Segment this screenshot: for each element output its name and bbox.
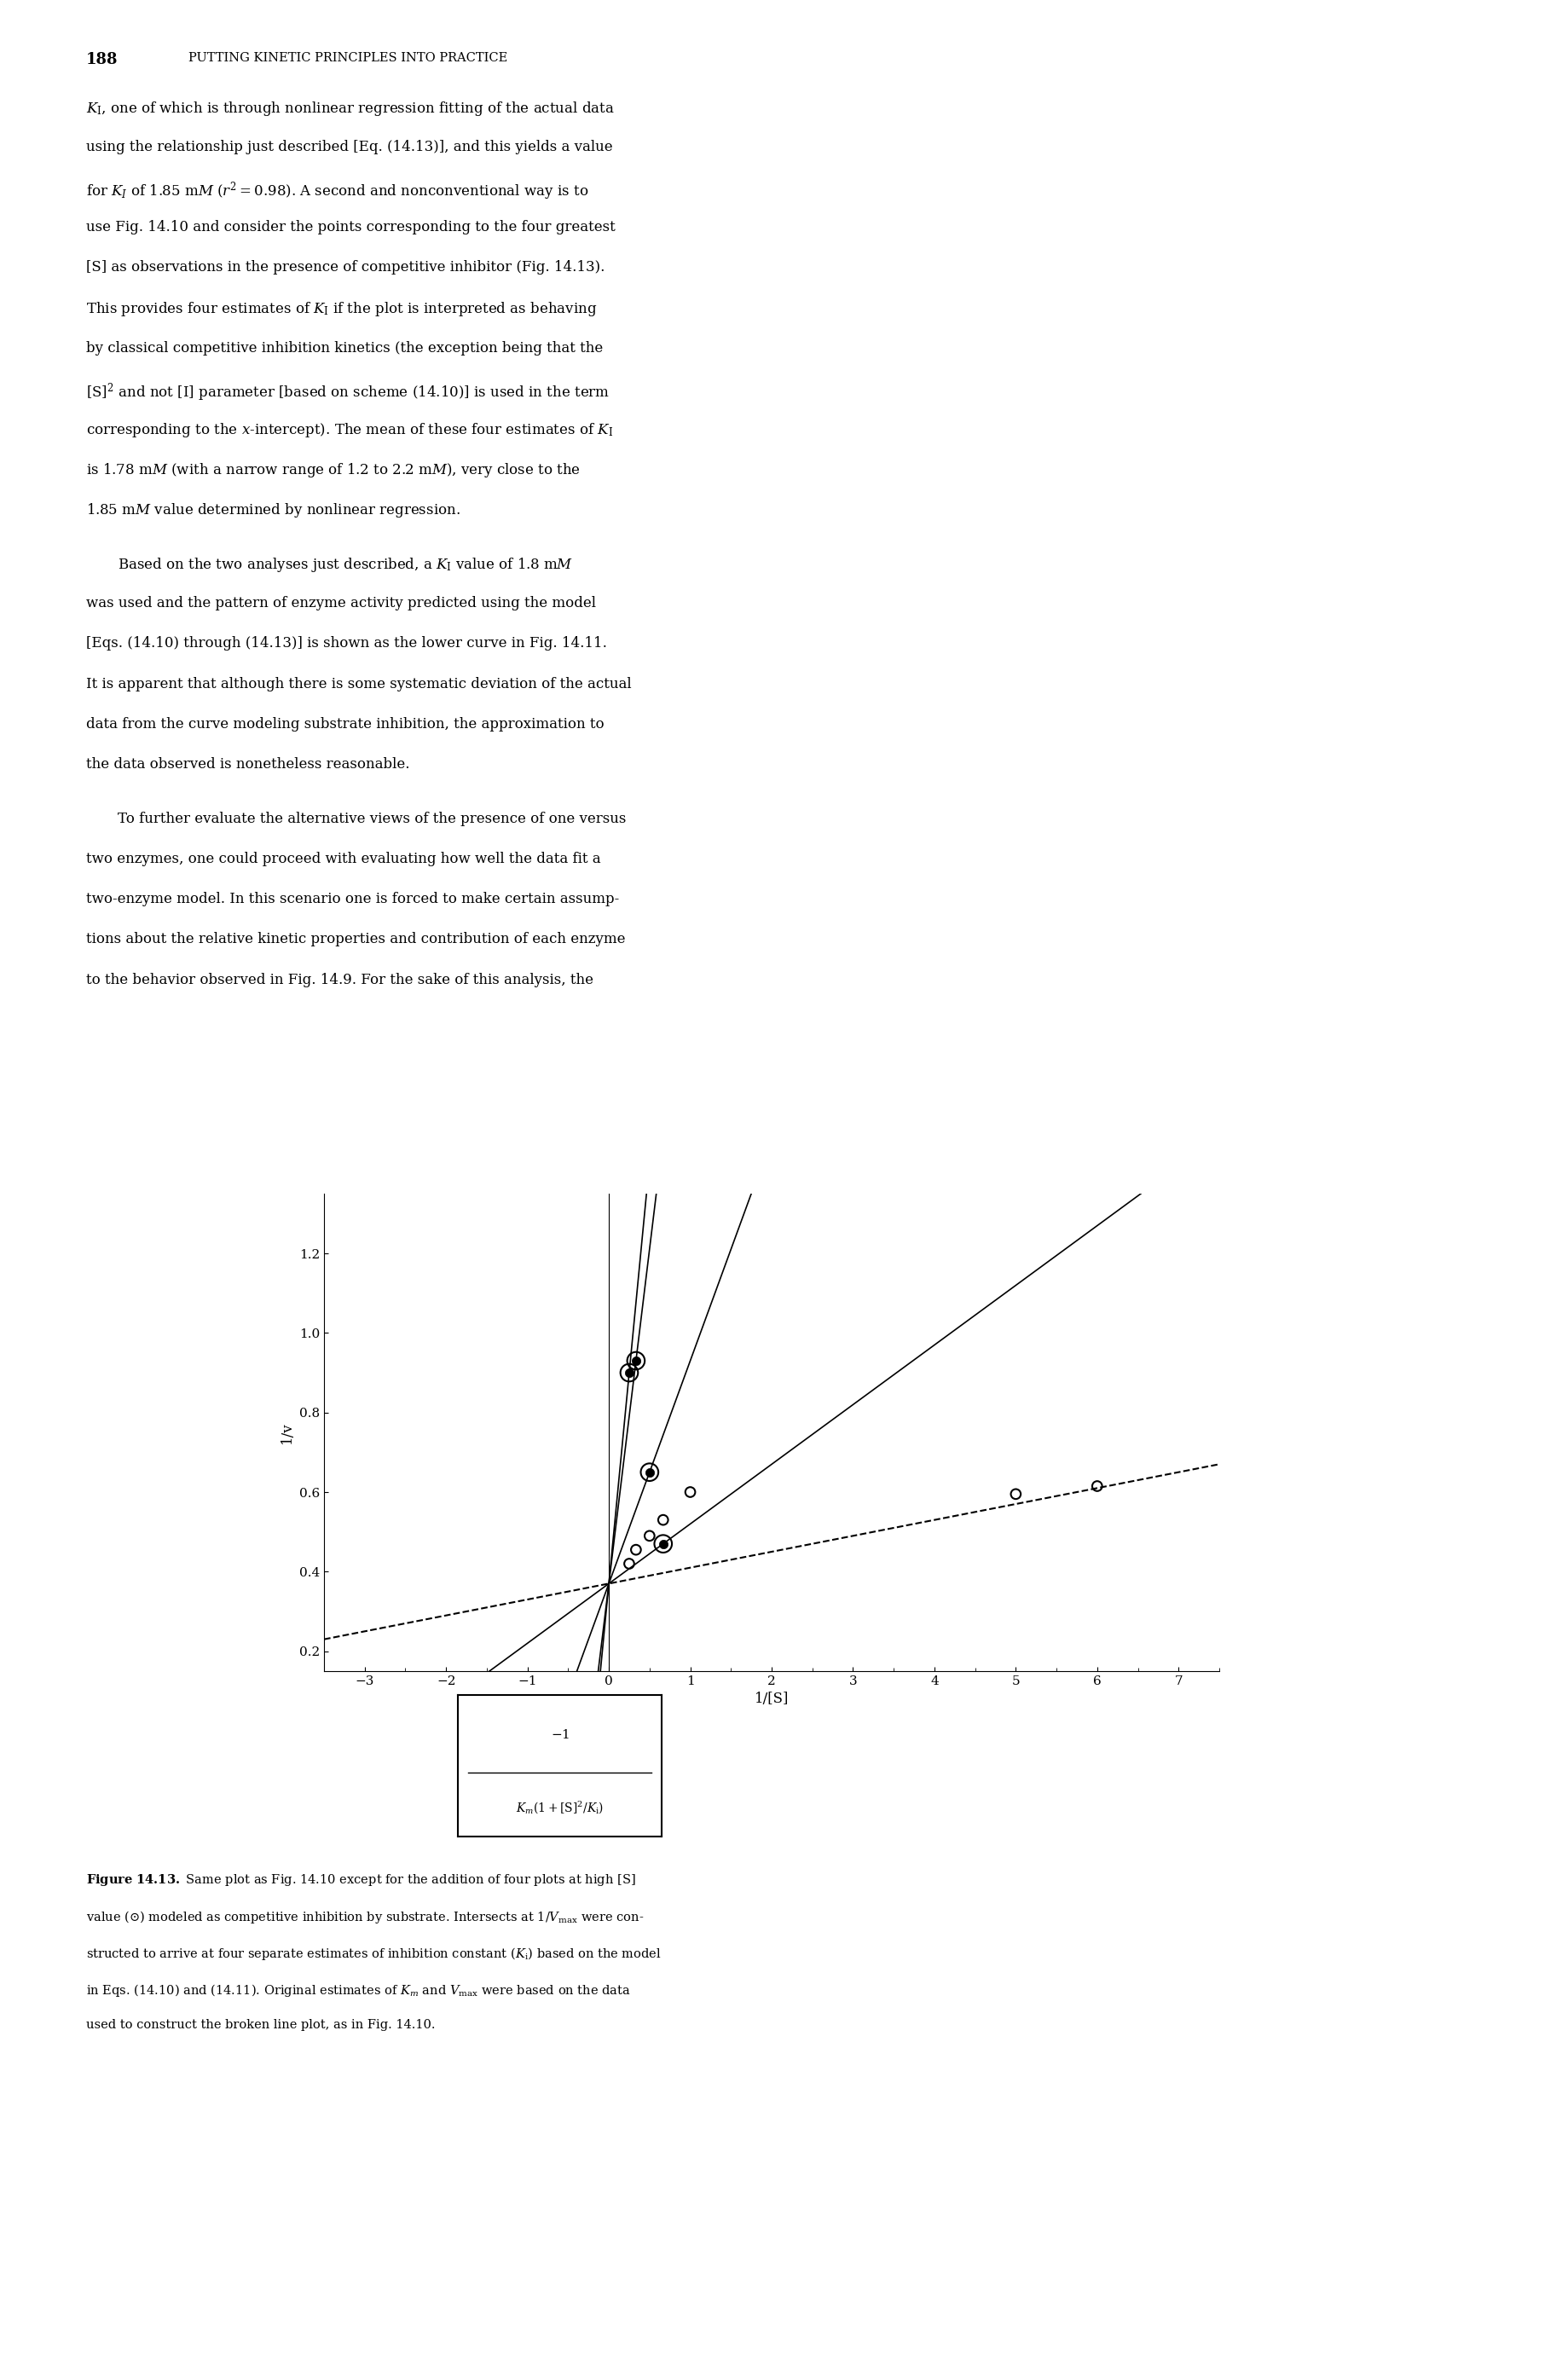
Text: two-enzyme model. In this scenario one is forced to make certain assump-: two-enzyme model. In this scenario one i… <box>86 892 619 906</box>
Text: $\mathbf{Figure\ 14.13.}$ Same plot as Fig. 14.10 except for the addition of fou: $\mathbf{Figure\ 14.13.}$ Same plot as F… <box>86 1872 635 1888</box>
Y-axis label: 1/v: 1/v <box>279 1422 295 1443</box>
Point <box>637 1517 662 1554</box>
Text: $K_m(1 + [\mathrm{S}]^2/K_\mathrm{i})$: $K_m(1 + [\mathrm{S}]^2/K_\mathrm{i})$ <box>516 1801 604 1817</box>
Text: Based on the two analyses just described, a $K_\mathrm{I}$ value of 1.8 m$M$: Based on the two analyses just described… <box>118 556 572 575</box>
Text: using the relationship just described [Eq. (14.13)], and this yields a value: using the relationship just described [E… <box>86 140 613 154</box>
Point <box>637 1453 662 1491</box>
Point <box>651 1524 676 1562</box>
Point <box>622 1342 648 1379</box>
Point <box>651 1500 676 1538</box>
Point <box>677 1474 702 1512</box>
Point <box>622 1531 648 1569</box>
Text: To further evaluate the alternative views of the presence of one versus: To further evaluate the alternative view… <box>118 812 626 826</box>
Text: $[\mathrm{S}]^2$ and not [I] parameter [based on scheme (14.10)] is used in the : $[\mathrm{S}]^2$ and not [I] parameter [… <box>86 381 610 402</box>
Point <box>1002 1474 1027 1512</box>
Text: is 1.78 m$M$ (with a narrow range of 1.2 to 2.2 m$M$), very close to the: is 1.78 m$M$ (with a narrow range of 1.2… <box>86 461 580 480</box>
Text: structed to arrive at four separate estimates of inhibition constant ($K_\mathrm: structed to arrive at four separate esti… <box>86 1945 662 1961</box>
Text: use Fig. 14.10 and consider the points corresponding to the four greatest: use Fig. 14.10 and consider the points c… <box>86 220 615 234</box>
Text: [Eqs. (14.10) through (14.13)] is shown as the lower curve in Fig. 14.11.: [Eqs. (14.10) through (14.13)] is shown … <box>86 636 607 651</box>
X-axis label: 1/[S]: 1/[S] <box>754 1692 789 1706</box>
Text: in Eqs. (14.10) and (14.11). Original estimates of $K_m$ and $V_\mathrm{max}$ we: in Eqs. (14.10) and (14.11). Original es… <box>86 1983 630 1999</box>
Text: $K_\mathrm{I}$, one of which is through nonlinear regression fitting of the actu: $K_\mathrm{I}$, one of which is through … <box>86 99 615 118</box>
Point <box>622 1342 648 1379</box>
Point <box>651 1524 676 1562</box>
Point <box>616 1353 641 1391</box>
Text: the data observed is nonetheless reasonable.: the data observed is nonetheless reasona… <box>86 757 409 771</box>
Text: 188: 188 <box>86 52 118 66</box>
Text: 1.85 m$M$ value determined by nonlinear regression.: 1.85 m$M$ value determined by nonlinear … <box>86 502 459 521</box>
Text: to the behavior observed in Fig. 14.9. For the sake of this analysis, the: to the behavior observed in Fig. 14.9. F… <box>86 972 593 987</box>
Text: used to construct the broken line plot, as in Fig. 14.10.: used to construct the broken line plot, … <box>86 2018 436 2030</box>
Text: for $K_I$ of 1.85 m$M$ ($r^2 = 0.98$). A second and nonconventional way is to: for $K_I$ of 1.85 m$M$ ($r^2 = 0.98$). A… <box>86 180 588 201</box>
Point <box>1083 1467 1109 1505</box>
Text: tions about the relative kinetic properties and contribution of each enzyme: tions about the relative kinetic propert… <box>86 932 626 946</box>
Text: data from the curve modeling substrate inhibition, the approximation to: data from the curve modeling substrate i… <box>86 717 604 731</box>
Text: corresponding to the $x$-intercept). The mean of these four estimates of $K_\mat: corresponding to the $x$-intercept). The… <box>86 421 613 440</box>
Point <box>637 1453 662 1491</box>
Text: It is apparent that although there is some systematic deviation of the actual: It is apparent that although there is so… <box>86 677 632 691</box>
Text: PUTTING KINETIC PRINCIPLES INTO PRACTICE: PUTTING KINETIC PRINCIPLES INTO PRACTICE <box>188 52 506 64</box>
Point <box>616 1353 641 1391</box>
Text: value ($\odot$) modeled as competitive inhibition by substrate. Intersects at $1: value ($\odot$) modeled as competitive i… <box>86 1909 644 1926</box>
Text: was used and the pattern of enzyme activity predicted using the model: was used and the pattern of enzyme activ… <box>86 596 596 610</box>
Text: $-1$: $-1$ <box>550 1727 569 1741</box>
Text: by classical competitive inhibition kinetics (the exception being that the: by classical competitive inhibition kine… <box>86 341 602 355</box>
Point <box>616 1545 641 1583</box>
Text: two enzymes, one could proceed with evaluating how well the data fit a: two enzymes, one could proceed with eval… <box>86 852 601 866</box>
Text: This provides four estimates of $K_\mathrm{I}$ if the plot is interpreted as beh: This provides four estimates of $K_\math… <box>86 300 597 319</box>
Text: [S] as observations in the presence of competitive inhibitor (Fig. 14.13).: [S] as observations in the presence of c… <box>86 260 605 274</box>
